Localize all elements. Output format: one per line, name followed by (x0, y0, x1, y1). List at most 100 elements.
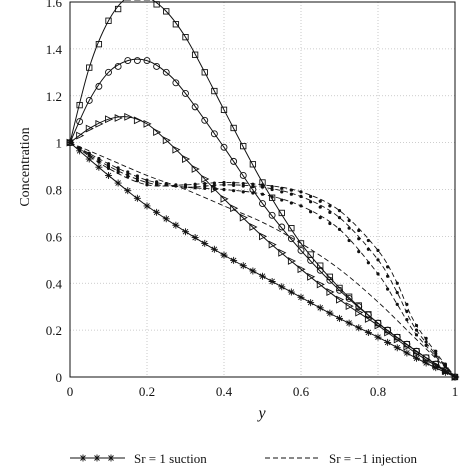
data-point (210, 130, 218, 138)
data-point (203, 182, 207, 186)
data-point (222, 183, 226, 187)
data-point (124, 112, 133, 121)
data-point (230, 157, 238, 165)
data-point (278, 283, 286, 291)
data-point (116, 168, 120, 172)
data-point (374, 333, 382, 341)
x-tick-label: 0.2 (139, 384, 155, 399)
y-tick-label: 1.4 (46, 42, 63, 57)
data-point (287, 288, 295, 296)
data-point (85, 155, 93, 163)
series-3 (66, 57, 459, 381)
data-point (278, 248, 287, 257)
data-point (424, 336, 428, 340)
data-point (395, 281, 399, 285)
y-tick-label: 0.2 (46, 323, 62, 338)
data-point (249, 161, 257, 168)
data-point (105, 17, 112, 24)
data-point (164, 183, 168, 187)
data-point (355, 302, 362, 309)
data-point (337, 216, 342, 220)
data-point (153, 128, 162, 136)
data-point (268, 194, 276, 201)
data-point (288, 225, 295, 232)
data-point (393, 344, 401, 352)
y-tick-label: 0.4 (46, 276, 63, 291)
data-point (289, 192, 293, 196)
data-point (135, 179, 139, 183)
data-point (87, 153, 91, 158)
data-point (239, 171, 247, 179)
x-tick-label: 0 (67, 384, 74, 399)
data-point (357, 237, 361, 241)
data-point (124, 187, 132, 195)
data-point (76, 147, 84, 155)
legend-label: Sr = 1 suction (134, 451, 207, 466)
series-5 (69, 142, 456, 378)
y-tick-label: 0.8 (46, 183, 62, 198)
data-point (114, 179, 122, 187)
series-line (69, 142, 456, 378)
data-point (318, 216, 322, 220)
data-point (220, 194, 229, 203)
legend: Sr = 1 suction Sr = −1 injection (70, 451, 417, 466)
data-point (422, 354, 430, 361)
data-point (443, 362, 447, 366)
series-line (69, 142, 456, 378)
data-point (126, 170, 130, 174)
legend-marker (107, 454, 115, 462)
data-point (201, 175, 210, 183)
data-point (403, 341, 411, 348)
data-point (183, 185, 188, 189)
data-point (432, 364, 440, 372)
data-point (376, 248, 380, 253)
data-point (220, 251, 228, 259)
data-point (376, 272, 380, 276)
data-point (287, 257, 297, 265)
tick-labels: 0 0.2 0.4 0.6 0.8 1 0 0.2 0.4 0.6 0.8 1 1.2 1.4 1.6 (46, 0, 459, 399)
legend-item: Sr = −1 injection (265, 451, 417, 466)
data-point (326, 273, 334, 280)
data-point (105, 115, 114, 124)
series-line (69, 0, 456, 378)
plot-border (69, 1, 456, 378)
data-point (280, 186, 284, 190)
data-point (268, 240, 277, 249)
data-point (270, 184, 274, 189)
data-point (307, 251, 314, 258)
data-point (201, 239, 209, 247)
data-point (220, 143, 228, 151)
data-point (289, 188, 293, 192)
data-point (299, 190, 303, 194)
x-tick-label: 0.6 (293, 384, 310, 399)
data-point (191, 234, 199, 242)
data-point (95, 82, 103, 90)
data-point (278, 209, 285, 217)
x-tick-label: 0.4 (216, 384, 233, 399)
data-point (414, 323, 419, 328)
data-point (143, 57, 151, 65)
data-point (114, 5, 122, 13)
data-point (441, 368, 449, 376)
data-point (212, 183, 216, 187)
data-point (297, 265, 306, 274)
data-point (232, 181, 236, 185)
data-point (85, 96, 93, 104)
data-point (260, 192, 265, 196)
data-point (414, 328, 419, 332)
data-point (405, 302, 409, 306)
data-point (299, 194, 303, 199)
data-point (126, 175, 130, 179)
data-point (366, 247, 370, 251)
data-point (422, 359, 430, 367)
data-point (116, 170, 120, 175)
series-6 (68, 141, 457, 379)
data-point (153, 208, 161, 216)
data-point (106, 164, 111, 168)
legend-label: Sr = −1 injection (329, 451, 417, 466)
data-point (126, 172, 130, 176)
data-point (145, 183, 149, 187)
data-point (239, 262, 247, 270)
data-point (259, 232, 268, 241)
data-point (241, 182, 245, 186)
